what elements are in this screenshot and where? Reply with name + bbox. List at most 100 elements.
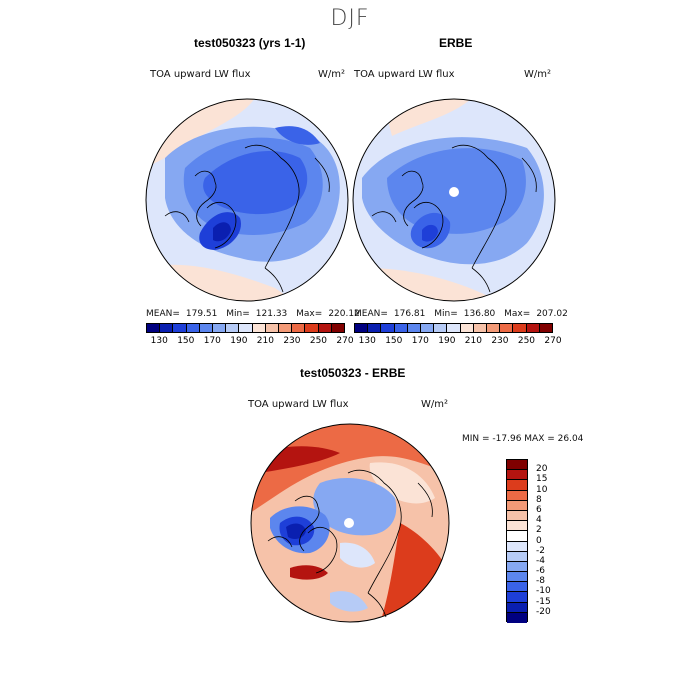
- colorbar-tick-label: -6: [536, 566, 545, 577]
- panel1-mean: 179.51: [185, 309, 218, 319]
- colorbar-swatch: [507, 500, 527, 511]
- colorbar-swatch: [507, 561, 527, 573]
- colorbar-swatch: [507, 612, 527, 623]
- colorbar-swatch: [507, 572, 527, 583]
- panel3-minmax: MIN = -17.96 MAX = 26.04: [462, 434, 584, 444]
- panel3-colorbar-labels: 20 15 10 8 6 4 2 0 -2 -4 -6 -8 -10 -15 -20: [536, 459, 566, 622]
- panel1-units: W/m²: [318, 69, 346, 80]
- colorbar-swatch: [355, 324, 369, 332]
- panel1-stats: MEAN= 179.51 Min= 121.33 Max= 220.12: [146, 309, 366, 319]
- colorbar-tick-label: 10: [536, 484, 548, 495]
- colorbar-swatch: [507, 541, 527, 552]
- colorbar-tick-label: -10: [536, 586, 551, 597]
- panel1-polar-map: [145, 98, 349, 302]
- colorbar-swatch: [507, 592, 527, 603]
- colorbar-tick-label: 230: [491, 336, 509, 346]
- colorbar-tick-label: 230: [283, 336, 301, 346]
- panel3-polar-map: [250, 423, 450, 623]
- colorbar-tick-label: 150: [177, 336, 195, 346]
- panel1-max-label: Max=: [296, 309, 323, 319]
- panel2-title: ERBE: [439, 36, 473, 50]
- colorbar-tick-label: 150: [385, 336, 403, 346]
- panel3-units: W/m²: [421, 399, 449, 410]
- colorbar-tick-label: 270: [336, 336, 354, 346]
- colorbar-swatch: [434, 324, 448, 332]
- colorbar-tick-label: -2: [536, 545, 545, 556]
- panel3-variable: TOA upward LW flux: [248, 399, 349, 410]
- colorbar-swatch: [331, 324, 345, 332]
- colorbar-swatch: [279, 324, 293, 332]
- colorbar-swatch: [265, 324, 280, 332]
- panel1-variable: TOA upward LW flux: [150, 69, 251, 80]
- colorbar-swatch: [421, 324, 435, 332]
- colorbar-swatch: [507, 551, 527, 562]
- panel2-polar-map: [352, 98, 556, 302]
- colorbar-tick-label: -4: [536, 555, 545, 566]
- colorbar-swatch: [507, 602, 527, 613]
- colorbar-swatch: [318, 324, 332, 332]
- colorbar-swatch: [160, 324, 174, 332]
- colorbar-swatch: [394, 324, 408, 332]
- panel2-colorbar: [354, 323, 553, 333]
- colorbar-swatch: [513, 324, 527, 332]
- colorbar-swatch: [226, 324, 240, 332]
- colorbar-tick-label: 4: [536, 515, 542, 526]
- panel2-units: W/m²: [524, 69, 552, 80]
- panel3-colorbar: [506, 459, 528, 623]
- colorbar-swatch: [292, 324, 306, 332]
- panel1-min-label: Min=: [226, 309, 250, 319]
- colorbar-swatch: [507, 460, 527, 471]
- panel3-title: test050323 - ERBE: [300, 366, 406, 380]
- colorbar-swatch: [507, 470, 527, 481]
- colorbar-swatch: [507, 490, 527, 501]
- colorbar-tick-label: 170: [411, 336, 429, 346]
- panel1-colorbar: [146, 323, 345, 333]
- colorbar-tick-label: 8: [536, 494, 542, 505]
- panel2-min-label: Min=: [434, 309, 458, 319]
- colorbar-swatch: [500, 324, 514, 332]
- colorbar-swatch: [447, 324, 461, 332]
- colorbar-swatch: [305, 324, 319, 332]
- colorbar-tick-label: 210: [464, 336, 482, 346]
- colorbar-swatch: [407, 324, 422, 332]
- panel2-min: 136.80: [463, 309, 496, 319]
- colorbar-tick-label: 0: [536, 535, 542, 546]
- colorbar-swatch: [381, 324, 395, 332]
- colorbar-swatch: [213, 324, 227, 332]
- panel1-min: 121.33: [255, 309, 288, 319]
- colorbar-tick-label: 190: [230, 336, 248, 346]
- colorbar-tick-label: -20: [536, 606, 551, 617]
- panel2-mean: 176.81: [393, 309, 426, 319]
- colorbar-swatch: [239, 324, 253, 332]
- colorbar-swatch: [526, 324, 540, 332]
- panel2-pole-mask: [449, 187, 459, 197]
- panel1-mean-label: MEAN=: [146, 309, 180, 319]
- colorbar-tick-label: -8: [536, 576, 545, 587]
- panel2-max-label: Max=: [504, 309, 531, 319]
- colorbar-swatch: [460, 324, 474, 332]
- panel2-max: 207.02: [536, 309, 568, 319]
- panel2-stats: MEAN= 176.81 Min= 136.80 Max= 207.02: [354, 309, 574, 319]
- colorbar-tick-label: 250: [517, 336, 536, 346]
- colorbar-tick-label: 270: [544, 336, 562, 346]
- panel1-title: test050323 (yrs 1-1): [194, 36, 306, 50]
- colorbar-swatch: [507, 582, 527, 593]
- colorbar-swatch: [186, 324, 200, 332]
- colorbar-tick-label: 20: [536, 464, 548, 475]
- colorbar-swatch: [507, 480, 527, 491]
- figure-title: DJF: [330, 6, 370, 31]
- colorbar-tick-label: 2: [536, 525, 542, 536]
- colorbar-swatch: [507, 531, 527, 542]
- colorbar-tick-label: 210: [256, 336, 274, 346]
- panel1-max: 220.12: [328, 309, 360, 319]
- colorbar-tick-label: 170: [203, 336, 221, 346]
- colorbar-tick-label: 190: [438, 336, 456, 346]
- colorbar-tick-label: 15: [536, 474, 548, 485]
- colorbar-swatch: [507, 510, 527, 522]
- colorbar-tick-label: 250: [309, 336, 328, 346]
- colorbar-tick-label: 6: [536, 504, 542, 515]
- colorbar-swatch: [252, 324, 266, 332]
- colorbar-swatch: [147, 324, 161, 332]
- colorbar-swatch: [173, 324, 187, 332]
- colorbar-tick-label: 130: [150, 336, 168, 346]
